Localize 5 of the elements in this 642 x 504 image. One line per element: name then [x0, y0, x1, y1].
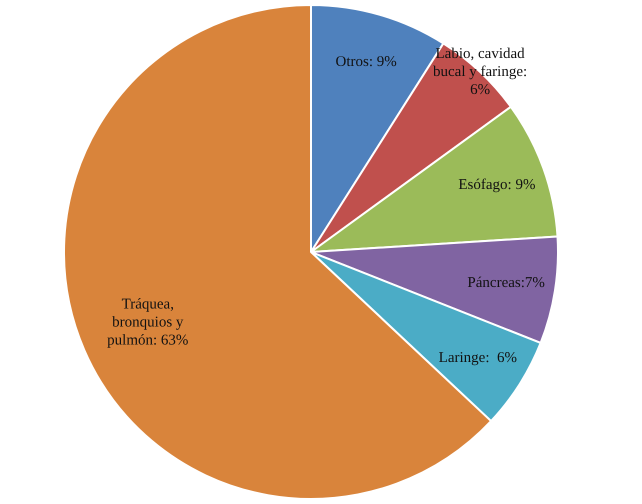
slice-label: Laringe: 6%: [438, 350, 517, 366]
slice-label: Esófago: 9%: [458, 177, 536, 194]
slice-label: Páncreas:7%: [467, 274, 545, 291]
slice-label: Tráquea, bronquios y pulmón: 63%: [107, 296, 188, 349]
slice-label: Otros: 9%: [336, 54, 397, 70]
